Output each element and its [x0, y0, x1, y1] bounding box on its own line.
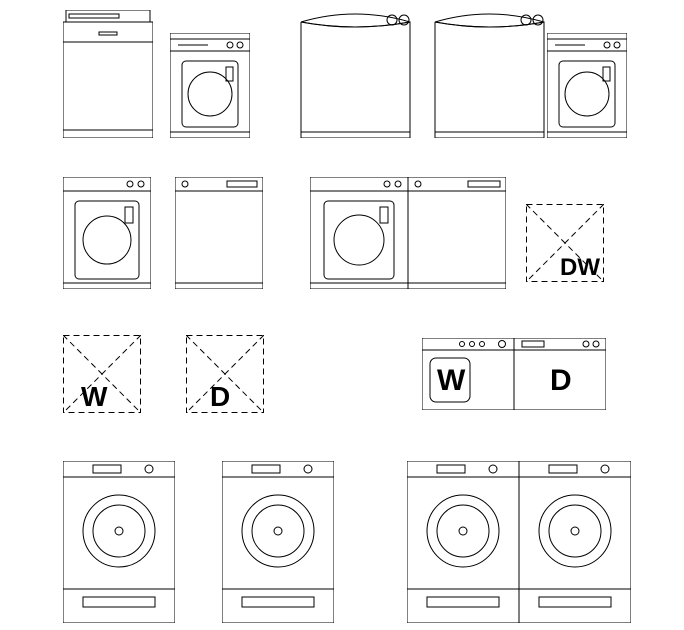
placeholder-d-label: D [210, 381, 230, 413]
placeholder-d-icon: D [186, 335, 264, 413]
placeholder-dw-label: DW [560, 254, 600, 282]
placeholder-dw-icon: DW [526, 204, 604, 282]
symbols-canvas: DW W D W [0, 0, 684, 630]
compact-dryer-icon: D [514, 338, 606, 410]
dryer-small-icon [170, 33, 250, 138]
washer-panel-icon [175, 177, 263, 289]
dishwasher-icon [63, 10, 153, 138]
placeholder-w-label: W [81, 381, 107, 413]
dryer-mid-icon [63, 177, 151, 289]
frontloader1-icon [63, 461, 175, 623]
compact-washer-icon: W [422, 338, 514, 410]
frontloader2-icon [222, 461, 334, 623]
compact-dryer-label: D [550, 364, 572, 398]
toploader-washer1-icon [298, 6, 413, 138]
dryer-small2-icon [547, 33, 627, 138]
placeholder-w-icon: W [63, 335, 141, 413]
washer-wide-icon [408, 177, 506, 289]
frontloader3-icon [407, 461, 519, 623]
dryer-wide-icon [310, 177, 408, 289]
toploader-washer2-icon [432, 6, 547, 138]
compact-washer-label: W [437, 364, 465, 398]
frontloader4-icon [519, 461, 631, 623]
